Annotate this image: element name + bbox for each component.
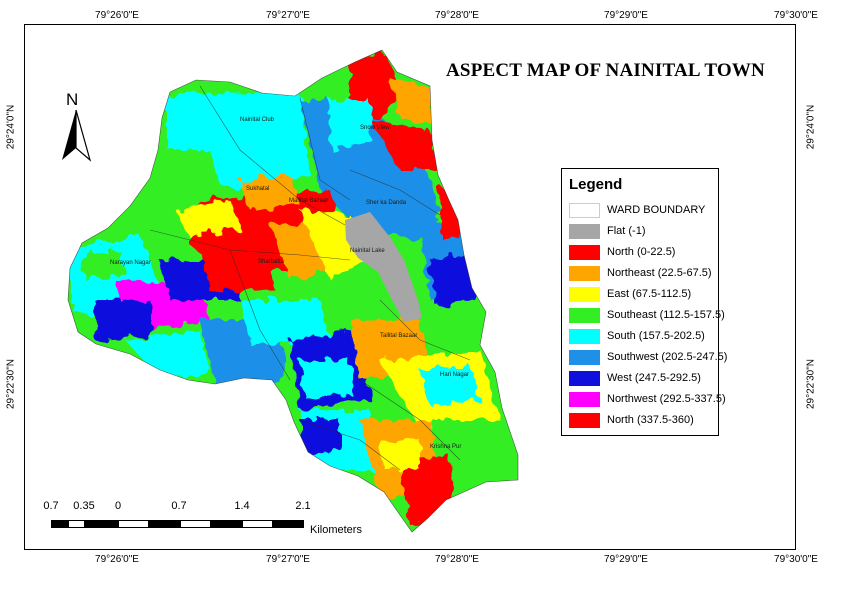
place-label-krishna-pur: Krishna Pur bbox=[430, 444, 461, 450]
legend-label: Southeast (112.5-157.5) bbox=[607, 309, 725, 321]
ward-boundaries bbox=[67, 49, 519, 533]
graticule-top-label-1: 79°26'0"E bbox=[95, 10, 139, 21]
scale-label-1: 0.35 bbox=[73, 500, 95, 512]
place-label-sharbatta: Sharbatta bbox=[258, 259, 285, 265]
legend-item: Southwest (202.5-247.5) bbox=[569, 350, 727, 366]
legend-label: Southwest (202.5-247.5) bbox=[607, 351, 728, 363]
scale-unit: Kilometers bbox=[310, 524, 362, 536]
legend-label: South (157.5-202.5) bbox=[607, 330, 705, 342]
legend-label: Northeast (22.5-67.5) bbox=[607, 267, 712, 279]
legend-label: North (0-22.5) bbox=[607, 246, 676, 258]
legend-swatch bbox=[569, 308, 600, 323]
place-label-hari-nagar: Hari Nagar bbox=[440, 372, 469, 378]
legend-swatch bbox=[569, 350, 600, 365]
legend-label: West (247.5-292.5) bbox=[607, 372, 701, 384]
legend-item: Southeast (112.5-157.5) bbox=[569, 308, 725, 324]
legend-swatch bbox=[569, 203, 600, 218]
legend-label: North (337.5-360) bbox=[607, 414, 694, 426]
legend-swatch bbox=[569, 392, 600, 407]
legend-label: Flat (-1) bbox=[607, 225, 646, 237]
place-label-nainital-club: Nainital Club bbox=[240, 117, 275, 123]
graticule-bottom-label-3: 79°28'0"E bbox=[435, 554, 479, 565]
graticule-bottom-label-4: 79°29'0"E bbox=[604, 554, 648, 565]
legend-swatch bbox=[569, 245, 600, 260]
legend-item: West (247.5-292.5) bbox=[569, 371, 719, 387]
scale-label-4: 1.4 bbox=[234, 500, 250, 512]
legend-item: Flat (-1) bbox=[569, 224, 719, 240]
aspect-raster bbox=[68, 50, 518, 532]
north-arrow-icon bbox=[62, 109, 92, 162]
graticule-bottom-label-1: 79°26'0"E bbox=[95, 554, 139, 565]
north-arrow-letter: N bbox=[66, 90, 79, 109]
legend-item: WARD BOUNDARY bbox=[569, 203, 719, 219]
scale-label-3: 0.7 bbox=[171, 500, 187, 512]
legend-title: Legend bbox=[569, 176, 623, 193]
place-label-tallital-bazaar: Tallital Bazaar bbox=[380, 333, 417, 339]
legend-swatch bbox=[569, 329, 600, 344]
scale-label-0: 0.7 bbox=[43, 500, 59, 512]
legend-label: East (67.5-112.5) bbox=[607, 288, 692, 300]
legend: Legend WARD BOUNDARY Flat (-1) North (0-22… bbox=[561, 168, 727, 436]
legend-swatch bbox=[569, 413, 600, 428]
legend-item: South (157.5-202.5) bbox=[569, 329, 719, 345]
graticule-bottom-label-5: 79°30'0"E bbox=[774, 554, 818, 565]
place-label-mallital-bazaar: Mallital Bazaar bbox=[289, 198, 328, 204]
graticule-top-label-2: 79°27'0"E bbox=[266, 10, 310, 21]
lake-flat-area bbox=[345, 212, 422, 322]
legend-swatch bbox=[569, 287, 600, 302]
graticule-top-label-4: 79°29'0"E bbox=[604, 10, 648, 21]
legend-swatch bbox=[569, 371, 600, 386]
graticule-top-label-5: 79°30'0"E bbox=[774, 10, 818, 21]
legend-label: Northwest (292.5-337.5) bbox=[607, 393, 726, 405]
legend-swatch bbox=[569, 266, 600, 281]
place-labels: Nainital Club Snow View Sukhatal Mallita… bbox=[110, 117, 469, 450]
legend-item: Northwest (292.5-337.5) bbox=[569, 392, 726, 408]
legend-label: WARD BOUNDARY bbox=[607, 204, 706, 216]
legend-item: North (337.5-360) bbox=[569, 413, 719, 429]
legend-item: Northeast (22.5-67.5) bbox=[569, 266, 719, 282]
place-label-narayan-nagar: Narayan Nagar bbox=[110, 260, 151, 266]
legend-item: East (67.5-112.5) bbox=[569, 287, 719, 303]
place-label-sukhatal: Sukhatal bbox=[246, 186, 269, 192]
place-label-sher-ka-danda: Sher ka Danda bbox=[366, 200, 407, 206]
graticule-bottom-label-2: 79°27'0"E bbox=[266, 554, 310, 565]
map-title: ASPECT MAP OF NAINITAL TOWN bbox=[446, 60, 765, 81]
scale-label-5: 2.1 bbox=[295, 500, 311, 512]
legend-item: North (0-22.5) bbox=[569, 245, 719, 261]
graticule-top-label-3: 79°28'0"E bbox=[435, 10, 479, 21]
scale-label-2: 0 bbox=[114, 500, 122, 512]
place-label-nainital-lake: Nainital Lake bbox=[350, 248, 385, 254]
place-label-snow-view: Snow View bbox=[360, 125, 390, 131]
legend-swatch bbox=[569, 224, 600, 239]
